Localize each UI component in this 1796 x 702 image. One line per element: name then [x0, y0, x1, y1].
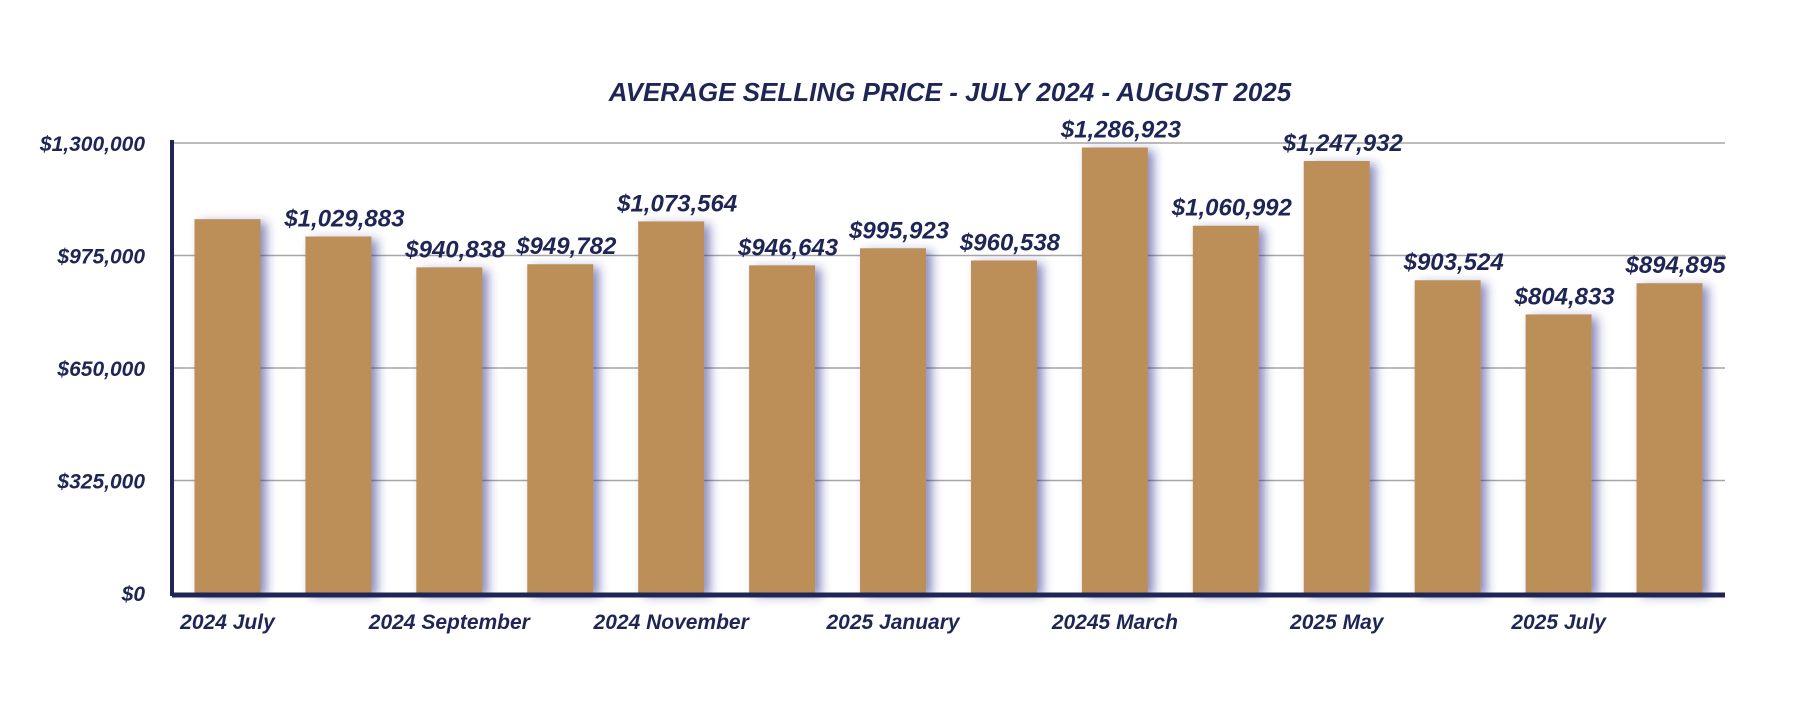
value-labels: $1,029,883 $940,838 $949,782 $1,073,564$946… [283, 117, 1726, 311]
x-tick-label: 2025 July [1510, 611, 1607, 634]
axes [170, 140, 1725, 598]
y-tick-label: $975,000 [56, 246, 145, 269]
gridlines [172, 142, 1725, 482]
bar [970, 260, 1037, 593]
x-tick-label: 2024 September [368, 611, 532, 634]
x-tick-label: 20245 March [1051, 611, 1178, 634]
value-label: $1,029,883 [283, 206, 405, 233]
bar [527, 264, 594, 593]
value-label: $1,073,564 [616, 190, 737, 217]
bar [1414, 280, 1481, 593]
y-tick-label: $650,000 [56, 358, 145, 381]
value-label: $1,286,923 [1060, 117, 1182, 144]
y-tick-label: $0 [121, 583, 146, 606]
bar [1636, 283, 1703, 593]
value-label: $1,247,932 [1282, 130, 1404, 157]
value-label: $995,923 [848, 217, 950, 244]
x-tick-label: 2024 November [593, 611, 751, 634]
value-label: $949,782 [515, 233, 617, 260]
chart-title: AVERAGE SELLING PRICE - JULY 2024 - AUGU… [608, 77, 1292, 107]
bar [860, 248, 927, 593]
bar [416, 267, 483, 593]
value-label: $894,895 [1624, 252, 1726, 279]
value-label: $946,643 [737, 234, 839, 261]
bar [1081, 147, 1148, 593]
value-label: $804,833 [1514, 283, 1616, 310]
bar [749, 265, 816, 593]
y-axis-ticks: $0 $325,000 $650,000 $975,000 $1,300,000 [39, 133, 145, 606]
value-label: $940,838 [404, 236, 506, 263]
x-tick-label: 2024 July [179, 611, 276, 634]
bar [1192, 225, 1259, 594]
bar [1525, 314, 1592, 593]
x-axis-ticks: 2024 July 2024 September 2024 November 2025… [179, 611, 1607, 634]
bar [638, 221, 705, 593]
value-label: $903,524 [1403, 249, 1504, 276]
x-tick-label: 2025 January [825, 611, 960, 634]
bar [305, 236, 372, 593]
x-tick-label: 2025 May [1289, 611, 1385, 634]
bar [194, 219, 261, 593]
y-tick-label: $325,000 [56, 471, 145, 494]
y-tick-label: $1,300,000 [39, 133, 145, 156]
value-label: $960,538 [959, 230, 1061, 257]
bars [194, 147, 1703, 594]
value-label: $1,060,992 [1171, 195, 1293, 222]
bar [1303, 161, 1370, 593]
